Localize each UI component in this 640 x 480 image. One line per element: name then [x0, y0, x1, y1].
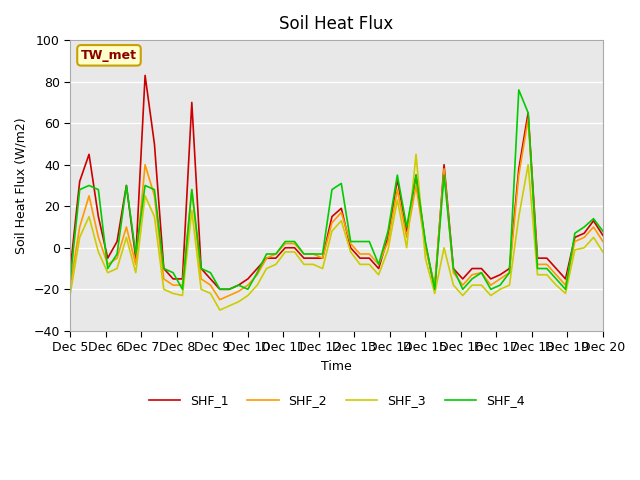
SHF_4	[431, 287, 438, 292]
SHF_1	[440, 162, 448, 168]
SHF_4	[580, 224, 588, 230]
SHF_3	[599, 249, 607, 255]
SHF_3	[216, 307, 223, 313]
SHF_4	[67, 276, 74, 282]
Y-axis label: Soil Heat Flux (W/m2): Soil Heat Flux (W/m2)	[15, 117, 28, 254]
SHF_3	[412, 151, 420, 157]
SHF_4	[515, 87, 523, 93]
Title: Soil Heat Flux: Soil Heat Flux	[280, 15, 394, 33]
SHF_3	[188, 207, 196, 213]
Line: SHF_3: SHF_3	[70, 154, 603, 310]
SHF_1	[197, 265, 205, 271]
SHF_3	[477, 282, 485, 288]
SHF_4	[179, 287, 186, 292]
SHF_3	[440, 245, 448, 251]
SHF_2	[580, 235, 588, 240]
SHF_1	[207, 276, 214, 282]
SHF_2	[534, 262, 541, 267]
SHF_4	[534, 265, 541, 271]
SHF_2	[431, 282, 438, 288]
SHF_3	[534, 272, 541, 277]
SHF_1	[67, 265, 74, 271]
SHF_4	[207, 270, 214, 276]
SHF_2	[216, 297, 223, 302]
SHF_1	[216, 287, 223, 292]
SHF_3	[67, 290, 74, 296]
SHF_1	[580, 230, 588, 236]
SHF_2	[468, 272, 476, 277]
SHF_3	[197, 287, 205, 292]
SHF_4	[197, 265, 205, 271]
Line: SHF_2: SHF_2	[70, 119, 603, 300]
SHF_2	[188, 187, 196, 192]
Line: SHF_4: SHF_4	[70, 90, 603, 289]
Legend: SHF_1, SHF_2, SHF_3, SHF_4: SHF_1, SHF_2, SHF_3, SHF_4	[144, 389, 529, 412]
Text: TW_met: TW_met	[81, 49, 137, 62]
SHF_1	[141, 72, 149, 78]
SHF_3	[580, 245, 588, 251]
SHF_2	[599, 239, 607, 244]
SHF_4	[468, 276, 476, 282]
SHF_2	[524, 116, 532, 122]
Line: SHF_1: SHF_1	[70, 75, 603, 289]
SHF_4	[599, 228, 607, 234]
SHF_2	[197, 276, 205, 282]
SHF_2	[67, 282, 74, 288]
SHF_1	[477, 265, 485, 271]
SHF_1	[534, 255, 541, 261]
X-axis label: Time: Time	[321, 360, 352, 373]
SHF_1	[599, 232, 607, 238]
